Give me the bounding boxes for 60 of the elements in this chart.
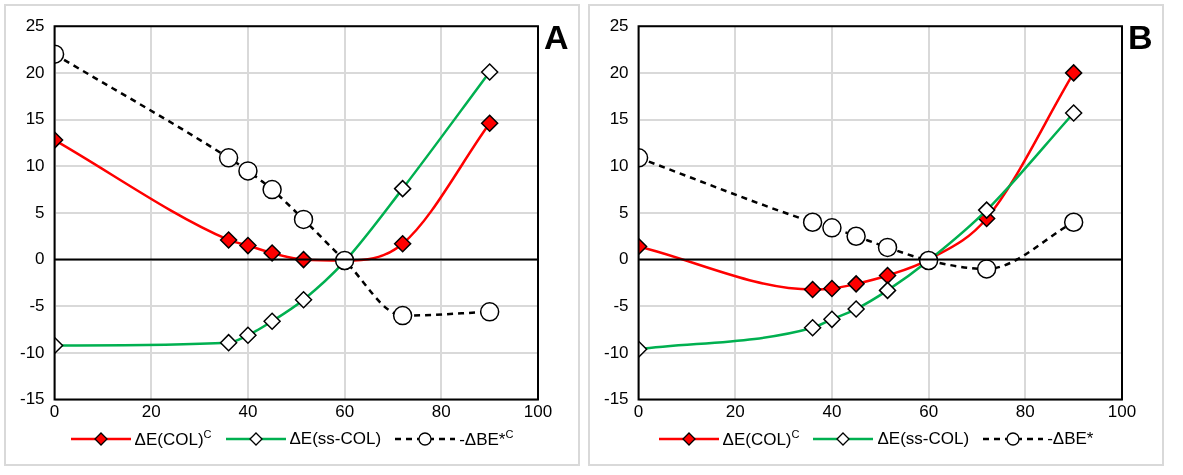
point [393,234,412,253]
point [1064,64,1083,82]
x-tick-label: 80 [431,402,451,422]
text: B [1128,17,1153,56]
point [262,179,282,200]
point [239,236,257,255]
x-tick-label: 20 [725,402,745,422]
point [219,231,238,249]
point [263,244,281,262]
x-tick-label: 20 [141,402,161,422]
y-tick-label: -10 [19,342,45,362]
x-tick-label: 60 [919,402,939,422]
point [976,259,997,279]
y-tick-label: -5 [613,295,629,315]
x-tick-label: 100 [523,402,553,422]
point [877,237,898,258]
y-tick-label: 5 [35,202,45,222]
point [238,161,258,181]
legend-label: ΔE(COL)$^{C}$ [134,428,212,450]
y-tick-label: 0 [35,249,45,269]
x-tick-label: 80 [1015,402,1035,422]
y-tick-label: 10 [25,155,45,175]
legend-label: -ΔBE*$^{C}$ [459,428,514,450]
point [293,209,314,230]
point [480,114,499,133]
legend-label: -ΔBE* [1047,428,1094,449]
point [803,280,822,299]
y-tick-label: 5 [619,202,629,222]
legend-label: ΔE(ss-COL) [289,428,382,449]
legend-label: ΔE(COL)$^{C}$ [722,428,800,450]
y-tick-label: -15 [603,389,629,409]
y-tick-label: 25 [609,15,629,35]
y-tick-label: 25 [25,15,45,35]
point [878,266,897,285]
legend-label: ΔE(ss-COL) [877,428,970,449]
y-tick-label: 10 [609,155,629,175]
x-tick-label: 0 [49,402,60,422]
y-tick-label: 20 [609,62,629,82]
text: A [544,17,569,56]
point [1063,212,1084,232]
point [846,226,866,246]
point [823,279,841,298]
x-tick-label: 100 [1107,402,1137,422]
x-tick-label: 60 [335,402,355,422]
x-tick-label: 40 [238,402,258,422]
y-tick-label: -15 [19,389,45,409]
x-tick-label: 0 [633,402,644,422]
point [392,305,413,326]
x-tick-label: 40 [822,402,842,422]
y-tick-label: -10 [603,342,629,362]
y-tick-label: 15 [609,109,629,129]
point [847,275,865,293]
y-tick-label: 15 [25,109,45,129]
point [479,302,500,322]
point [822,218,842,238]
point [802,212,823,232]
point [218,148,239,168]
y-tick-label: 0 [619,249,629,269]
y-tick-label: -5 [29,295,45,315]
y-tick-label: 20 [25,62,45,82]
